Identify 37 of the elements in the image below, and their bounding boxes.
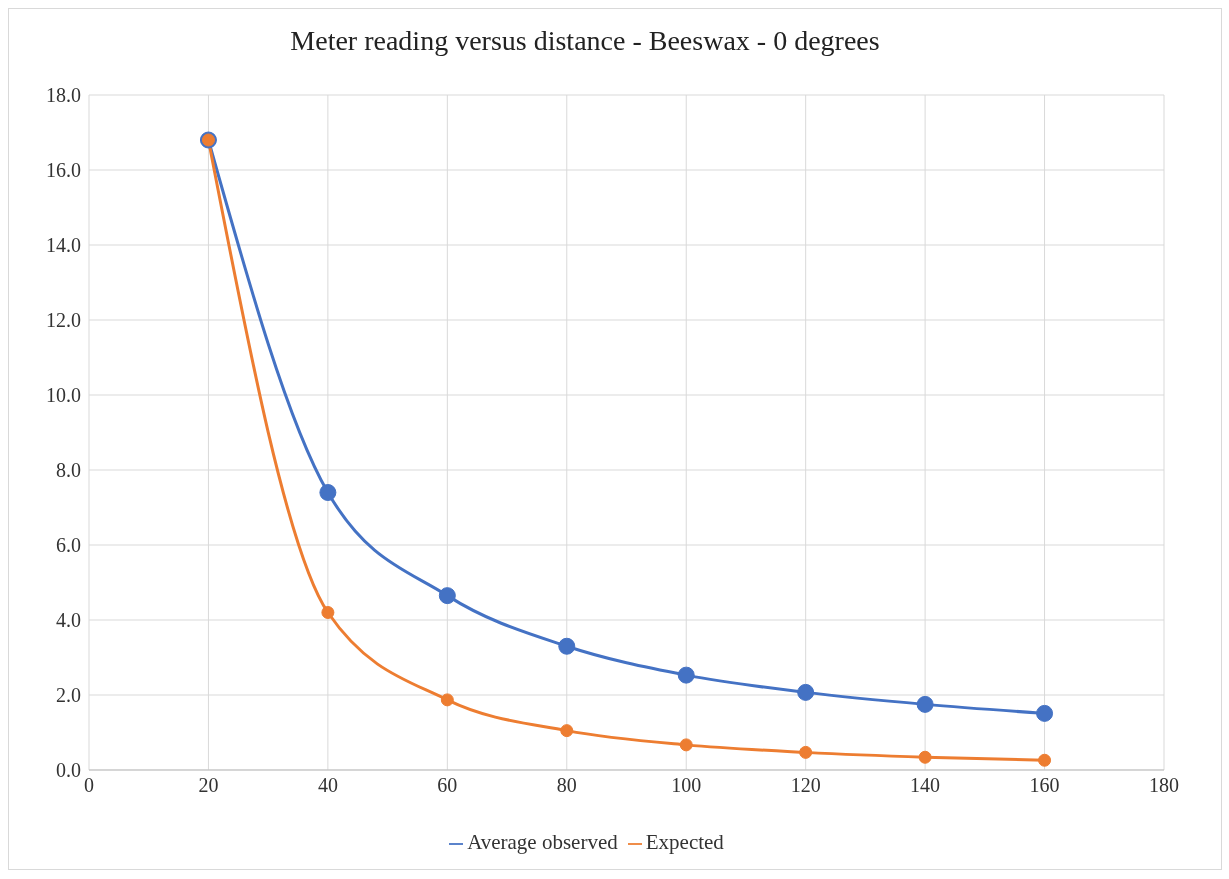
point xyxy=(916,695,934,713)
point xyxy=(918,750,932,764)
x-tick-label: 20 xyxy=(198,774,219,797)
point xyxy=(1036,704,1054,722)
y-tick-label: 18.0 xyxy=(46,84,81,107)
x-tick-label: 160 xyxy=(1029,774,1060,797)
point xyxy=(1038,753,1052,767)
point xyxy=(438,587,456,605)
legend-label: Average observed xyxy=(467,830,618,854)
x-tick-label: 180 xyxy=(1149,774,1179,797)
y-tick-label: 10.0 xyxy=(46,384,81,407)
point xyxy=(799,745,813,759)
x-tick-label: 100 xyxy=(671,774,702,797)
y-tick-label: 0.0 xyxy=(56,759,81,782)
y-tick-label: 14.0 xyxy=(46,234,81,257)
chart-title: Meter reading versus distance - Beeswax - 0 degrees xyxy=(289,24,881,58)
x-tick-label: 60 xyxy=(437,774,458,797)
x-tick-label: 120 xyxy=(790,774,821,797)
x-tick-label: 0 xyxy=(84,774,94,797)
y-tick-label: 4.0 xyxy=(56,609,81,632)
x-tick-label: 140 xyxy=(910,774,941,797)
y-tick-label: 2.0 xyxy=(56,684,81,707)
y-tick-label: 12.0 xyxy=(46,309,81,332)
x-tick-label: 40 xyxy=(317,774,338,797)
point xyxy=(679,738,693,752)
x-tick-label: 80 xyxy=(556,774,577,797)
y-tick-label: 16.0 xyxy=(46,159,81,182)
point xyxy=(558,637,576,655)
point xyxy=(321,606,335,619)
y-tick-label: 6.0 xyxy=(56,534,81,557)
y-tick-label: 8.0 xyxy=(56,459,81,482)
point xyxy=(797,683,815,701)
point xyxy=(440,693,454,707)
point xyxy=(677,666,695,684)
point xyxy=(560,724,574,738)
legend-label: Expected xyxy=(645,830,724,854)
point xyxy=(319,484,337,501)
